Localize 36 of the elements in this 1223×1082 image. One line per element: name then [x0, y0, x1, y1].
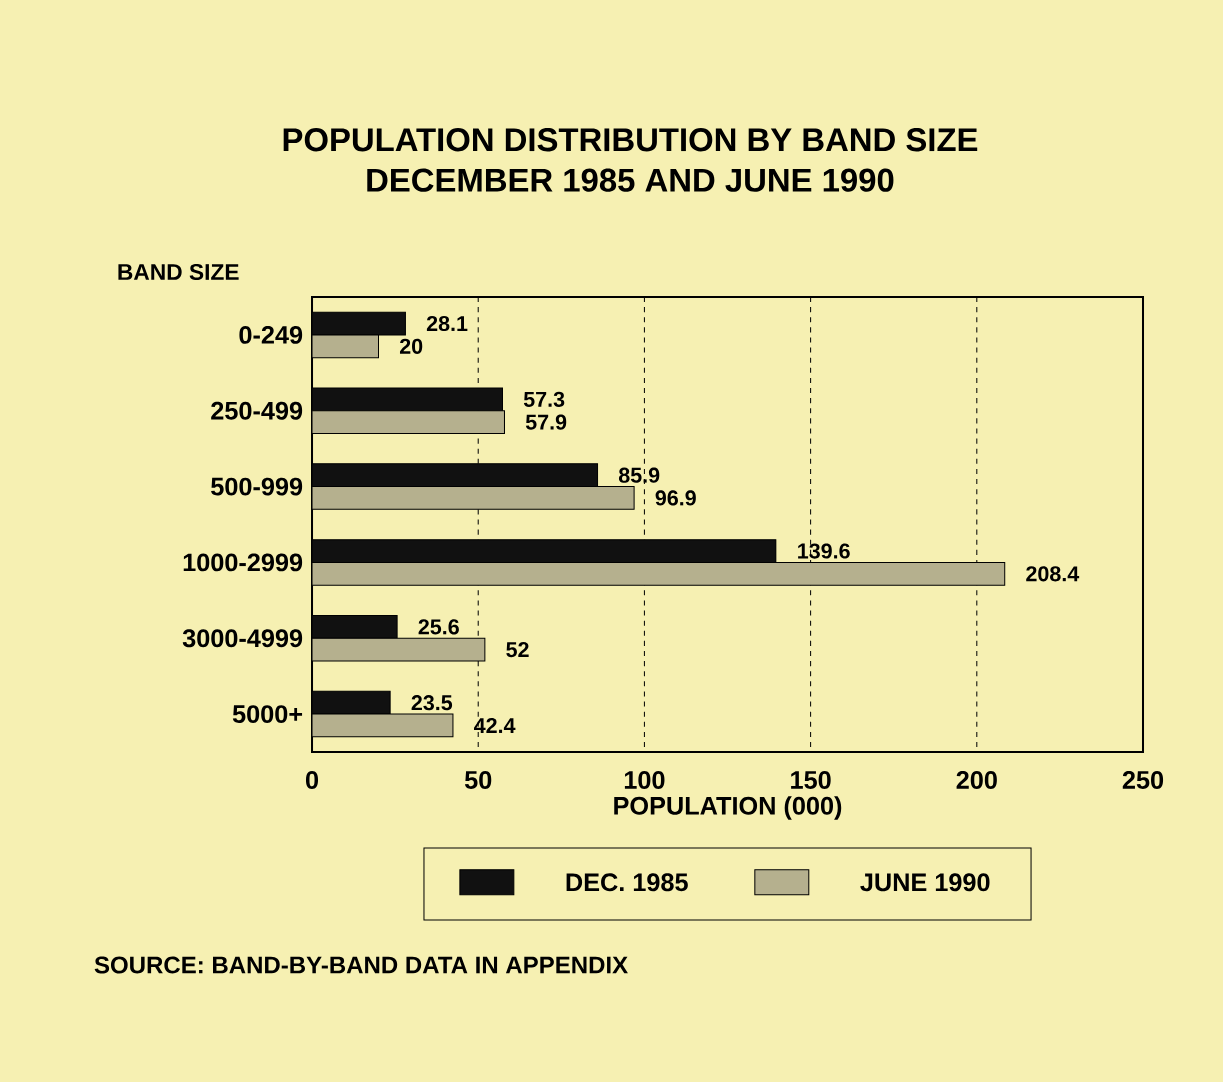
data-label: 96.9 [655, 490, 696, 506]
bar [312, 561, 1006, 586]
data-label: 139.6 [798, 543, 850, 559]
x-axis-title: POPULATION (000) [614, 796, 842, 820]
bar [312, 334, 379, 359]
y-tick-label: 3000-4999 [182, 629, 303, 648]
data-label: 57.3 [523, 391, 565, 407]
data-label: 85.9 [618, 467, 660, 483]
y-tick-label: 500-999 [211, 477, 303, 496]
data-label: 57.9 [525, 414, 567, 430]
legend-label: JUNE 1990 [860, 873, 990, 892]
x-tick-label: 150 [791, 771, 831, 789]
y-tick-label: 0-249 [239, 325, 303, 344]
data-label: 23.5 [411, 695, 453, 711]
x-tick-label: 50 [464, 771, 492, 789]
x-tick-label: 0 [305, 771, 319, 789]
data-label: 20 [399, 338, 423, 354]
data-label: 52 [506, 642, 529, 658]
y-tick-label: 1000-2999 [183, 553, 303, 572]
chart-title: POPULATION DISTRIBUTION BY BAND SIZE DECEMBER 1985 AND JUNE 1990 [283, 128, 978, 192]
data-label: 28.1 [426, 315, 468, 332]
bar [312, 486, 635, 510]
y-tick-label: 250-499 [211, 401, 303, 420]
bar [312, 410, 505, 434]
data-label: 208.4 [1026, 566, 1080, 582]
source-note: SOURCE: BAND-BY-BAND DATA IN APPENDIX [94, 956, 628, 974]
x-tick-label: 250 [1122, 771, 1164, 789]
x-tick-label: 200 [956, 771, 997, 789]
data-label: 25.6 [418, 619, 459, 635]
x-tick-label: 100 [624, 771, 665, 789]
y-tick-label: 5000+ [232, 705, 303, 724]
legend-label: DEC. 1985 [566, 873, 688, 892]
bar [312, 713, 454, 738]
data-label: 42.4 [474, 717, 516, 733]
bar [312, 637, 486, 662]
y-axis-title: BAND SIZE [118, 263, 239, 281]
